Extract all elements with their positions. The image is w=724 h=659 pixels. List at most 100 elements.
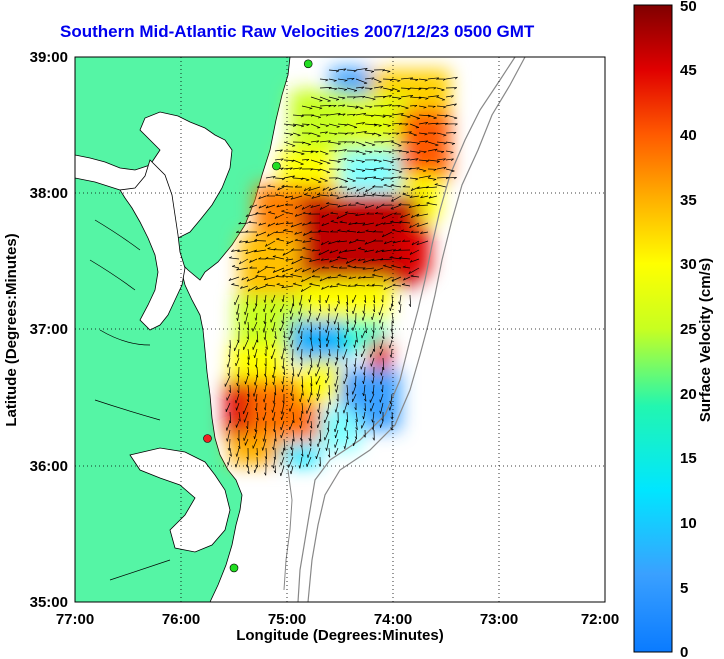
velocity-arrow-head — [237, 327, 241, 331]
velocity-arrow-head — [381, 299, 384, 303]
velocity-arrow-head — [330, 265, 334, 268]
velocity-arrow-head — [232, 265, 236, 267]
velocity-arrow — [319, 140, 331, 143]
velocity-arrow — [281, 402, 285, 415]
velocity-arrow-head — [353, 265, 357, 268]
velocity-arrow-head — [306, 179, 310, 181]
velocity-arrow-head — [307, 454, 309, 458]
velocity-arrow-head — [444, 115, 448, 118]
velocity-arrow — [391, 176, 402, 179]
velocity-arrow — [326, 203, 339, 206]
velocity-arrow-head — [272, 428, 275, 432]
velocity-arrow-head — [237, 249, 241, 252]
velocity-arrow-head — [267, 247, 271, 249]
velocity-arrow-head — [336, 327, 340, 331]
velocity-arrow-head — [409, 195, 413, 198]
velocity-arrow-head — [338, 266, 342, 269]
velocity-arrow-head — [406, 151, 410, 154]
velocity-arrow — [319, 456, 321, 467]
velocity-arrow — [292, 123, 305, 127]
velocity-arrow — [227, 357, 231, 368]
velocity-arrow — [292, 177, 304, 179]
velocity-arrow — [382, 231, 393, 238]
velocity-arrow-head — [238, 240, 242, 243]
velocity-arrow — [334, 312, 339, 325]
velocity-arrow-head — [235, 407, 237, 411]
velocity-arrow — [290, 195, 303, 200]
velocity-arrow-head — [308, 132, 312, 135]
velocity-arrow-head — [357, 258, 361, 262]
velocity-arrow-head — [264, 382, 268, 386]
velocity-arrow — [416, 213, 429, 217]
velocity-arrow-head — [365, 189, 368, 193]
velocity-arrow-head — [236, 382, 238, 386]
velocity-arrow-head — [443, 158, 446, 161]
velocity-arrow — [337, 330, 340, 340]
velocity-arrow-head — [326, 410, 328, 414]
velocity-arrow-head — [405, 107, 409, 110]
velocity-arrow — [380, 258, 393, 261]
grid — [75, 57, 605, 602]
velocity-arrow-head — [362, 416, 364, 420]
velocity-arrow-head — [400, 229, 404, 232]
velocity-arrow — [309, 429, 312, 441]
velocity-arrow-head — [289, 310, 291, 314]
velocity-arrow-head — [382, 116, 386, 118]
velocity-arrow-head — [319, 278, 323, 282]
velocity-arrow-head — [236, 230, 239, 233]
velocity-arrow — [352, 321, 357, 331]
velocity-arrow — [355, 96, 365, 98]
velocity-arrow-head — [353, 364, 356, 368]
velocity-arrow — [256, 402, 258, 411]
velocity-arrow-head — [280, 427, 282, 431]
velocity-arrow-head — [299, 356, 302, 360]
velocity-arrow — [389, 402, 393, 411]
velocity-arrow — [319, 131, 328, 134]
velocity-arrow — [326, 330, 330, 342]
velocity-arrow-head — [258, 222, 262, 226]
velocity-arrow-head — [411, 242, 414, 246]
velocity-arrow — [282, 357, 285, 369]
velocity-arrow-head — [228, 354, 231, 358]
velocity-arrow-head — [369, 106, 373, 109]
velocity-arrow — [321, 222, 330, 227]
velocity-arrow-head — [373, 169, 377, 172]
velocity-arrow-head — [326, 363, 328, 367]
velocity-arrow — [382, 150, 392, 153]
velocity-arrow — [320, 258, 330, 261]
velocity-arrow-head — [346, 329, 349, 333]
velocity-arrow-head — [307, 319, 309, 323]
velocity-arrow-head — [375, 250, 378, 253]
velocity-arrow-head — [372, 193, 376, 195]
velocity-arrow — [256, 357, 258, 368]
velocity-arrow — [328, 393, 331, 405]
velocity-arrow — [284, 195, 294, 199]
velocity-arrow — [379, 303, 384, 316]
velocity-arrow-head — [300, 178, 304, 181]
velocity-arrow — [325, 294, 330, 304]
velocity-arrow — [354, 339, 357, 348]
velocity-arrow — [243, 339, 249, 350]
velocity-arrow-head — [300, 288, 304, 292]
velocity-arrow-head — [366, 284, 370, 287]
velocity-arrow-head — [297, 134, 301, 137]
velocity-arrow — [384, 240, 393, 245]
velocity-arrow-head — [399, 171, 403, 173]
colorbar-tick-label: 5 — [680, 580, 688, 597]
velocity-arrow — [328, 104, 337, 107]
velocity-arrow — [255, 420, 258, 432]
velocity-arrow-head — [309, 230, 313, 233]
velocity-arrow — [381, 366, 384, 376]
velocity-arrow-head — [298, 302, 301, 306]
velocity-arrow-head — [290, 273, 294, 276]
velocity-arrow-head — [417, 203, 420, 207]
velocity-arrow — [319, 168, 330, 173]
velocity-arrow-head — [346, 402, 349, 406]
velocity-arrow-head — [405, 177, 409, 180]
velocity-arrow-head — [328, 401, 331, 405]
velocity-arrow-head — [334, 150, 338, 153]
velocity-arrow-head — [284, 203, 288, 206]
velocity-arrow-head — [354, 127, 358, 129]
velocity-arrow — [436, 176, 449, 179]
velocity-arrow — [247, 465, 250, 474]
